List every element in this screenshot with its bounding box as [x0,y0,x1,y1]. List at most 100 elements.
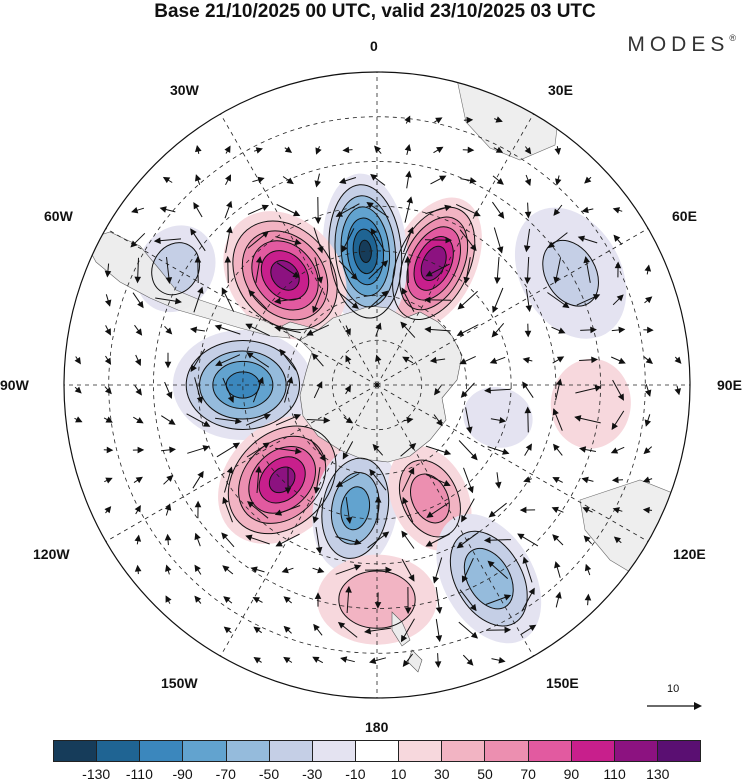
wind-arrow-head [137,446,145,454]
isoline [227,425,337,535]
wind-arrow-head [407,226,414,235]
wind-arrow-head [246,352,254,359]
colorbar-tick-label: 50 [477,766,493,782]
wind-arrow-head [644,389,652,397]
wind-arrow-head [104,506,112,514]
wind-arrow-head [374,145,381,153]
wind-arrow-head [74,386,82,394]
wind-arrow-head [194,255,202,263]
wind-arrow-head [495,116,503,123]
wind-arrow-head [311,352,319,361]
lon-label-150w: 150W [161,675,198,691]
wind-arrow-head [556,356,565,363]
wind-arrow-head [553,276,560,284]
colorbar-tick-label: -110 [125,766,153,782]
wind-arrow-head [374,495,382,503]
wind-arrow-head [592,294,601,301]
wind-arrow-head [487,560,495,568]
wind-arrow-head [525,305,533,313]
wind-arrow-head [369,657,377,664]
wind-arrow-head [519,506,527,514]
wind-arrow-head [382,531,390,539]
colorbar-tick-label: 30 [434,766,450,782]
wind-arrow-head [174,297,182,305]
wind-arrow-head [159,206,167,213]
isoline [420,245,447,282]
wind-arrow-head [232,442,241,449]
wind-arrow-head [350,273,358,281]
wind-arrow-head [224,145,231,153]
wind-arrow-head [195,145,202,153]
lon-label-120w: 120W [33,546,70,562]
latitude-circle [153,161,601,609]
map-title: Base 21/10/2025 00 UTC, valid 23/10/2025… [154,1,596,22]
wind-arrow-head [644,419,652,427]
wind-arrow-head [555,178,562,186]
wind-arrow-head [226,466,234,474]
wind-arrow-head [426,511,434,518]
wind-arrow-head [162,176,171,184]
colorbar-cell [399,741,443,761]
wind-arrow-head [227,395,234,404]
wind-arrow-head [406,196,413,204]
wind-arrow-head [283,656,291,664]
isoline [406,226,461,301]
wind-arrow-head [562,301,570,309]
wind-arrow-head [263,413,271,420]
wind-arrow-head [496,178,504,185]
wind-arrow-head [165,595,172,603]
wind-arrow-head [274,325,282,332]
colorbar-tick-label: 90 [563,766,580,782]
wind-arrow-head [375,322,382,330]
isoline [238,435,327,524]
wind-arrow-head [281,566,289,574]
wind-arrow-head [404,143,412,152]
antarctica [299,305,463,463]
lon-label-120e: 120E [673,546,706,562]
wind-arrow-head [335,480,344,488]
wind-arrow-head [443,480,451,487]
wind-arrow-head [255,465,262,473]
wind-arrow-head [234,417,243,425]
lon-label-150e: 150E [546,675,579,691]
wind-arrow-head [466,116,474,124]
wind-arrow-head [674,388,681,396]
wind-arrow-head [190,364,197,373]
wind-arrow-head [202,445,210,452]
anomaly-band [463,387,533,448]
wind-arrow-head [313,486,321,494]
wind-arrow-head [581,476,589,484]
wind-arrow-head [385,566,393,574]
colorbar-cell [140,741,184,761]
wind-arrow-head [134,534,142,542]
wind-arrow-head [165,327,173,335]
wind-arrow-head [425,540,433,547]
wind-arrow-head [312,305,319,314]
wind-arrow-head [434,661,442,669]
wind-arrow-head [221,287,228,295]
colorbar-tick-label: 10 [390,766,407,782]
wind-arrow-head [345,516,353,525]
wind-arrow-head [164,361,172,369]
wind-arrow-head [469,243,477,252]
lon-label-90e: 90E [717,377,742,393]
wind-arrow-head [497,211,505,219]
wind-arrow-head [165,277,173,285]
wind-arrow-head [261,204,270,211]
wind-arrow-head [590,326,597,334]
latitude-circle [331,339,423,431]
wind-arrow-head [467,146,475,154]
anomaly-band [338,570,416,629]
wind-arrow-head [135,476,143,484]
wind-arrow-head [554,561,561,569]
wind-arrow-head [74,357,81,365]
wind-arrow-head [253,626,261,634]
colorbar-cell [614,741,658,761]
wind-arrow-head [503,594,512,601]
wind-arrow-head [312,656,320,663]
wind-arrow-head [435,635,443,643]
wind-arrow-head [314,217,322,225]
wind-arrow-head [612,207,621,214]
wind-arrow-head [339,177,347,185]
wind-arrow-head [317,566,325,574]
